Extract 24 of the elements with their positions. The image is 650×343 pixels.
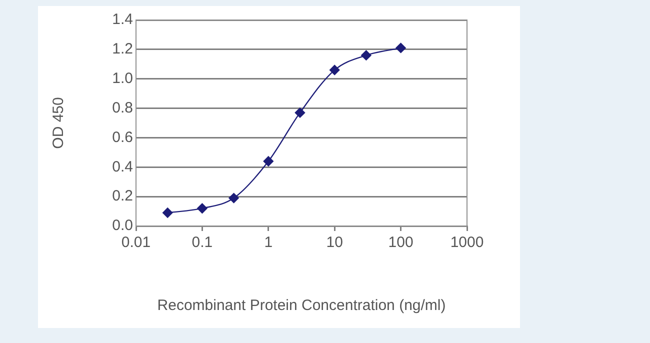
y-tick-label: 1.4 (112, 11, 133, 28)
x-tick-label: 1 (264, 234, 273, 252)
point (361, 50, 372, 60)
x-tick-label: 0.1 (192, 234, 213, 252)
point (162, 208, 173, 218)
y-tick-label: 0.6 (112, 128, 133, 146)
y-tick-label: 0.0 (112, 217, 133, 234)
point (330, 64, 340, 76)
x-tick-label: 100 (388, 234, 414, 252)
point (197, 203, 208, 214)
y-tick-label: 0.8 (112, 99, 133, 116)
y-tick-label: 1.2 (112, 40, 133, 58)
x-tick-label: 0.01 (121, 234, 151, 252)
x-tick-label: 1000 (450, 234, 484, 252)
x-axis-title: Recombinant Protein Concentration (ng/ml) (157, 297, 446, 314)
x-tick-label: 10 (326, 234, 343, 252)
y-axis-title: OD 450 (50, 97, 68, 149)
y-tick-label: 0.2 (112, 188, 133, 205)
point (228, 192, 239, 204)
point (396, 42, 406, 54)
point (294, 108, 306, 118)
y-tick-label: 1.0 (112, 70, 133, 87)
point (263, 156, 274, 166)
y-tick-label: 0.4 (112, 158, 133, 176)
